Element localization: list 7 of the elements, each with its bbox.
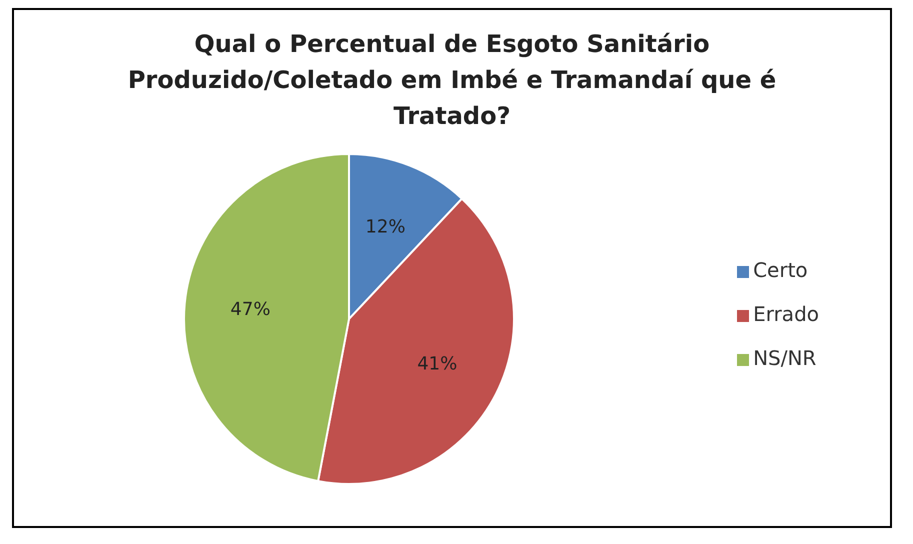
legend-label: NS/NR	[753, 346, 816, 370]
data-label: 12%	[365, 216, 406, 238]
data-label: 47%	[230, 299, 270, 320]
legend-label: Errado	[753, 302, 819, 326]
legend-label: Certo	[753, 258, 808, 282]
data-label: 41%	[417, 353, 458, 374]
chart-title: Qual o Percentual de Esgoto Sanitário Produzido/Coletado em Imbé e Tramandaí que é Tratado?	[126, 29, 778, 132]
